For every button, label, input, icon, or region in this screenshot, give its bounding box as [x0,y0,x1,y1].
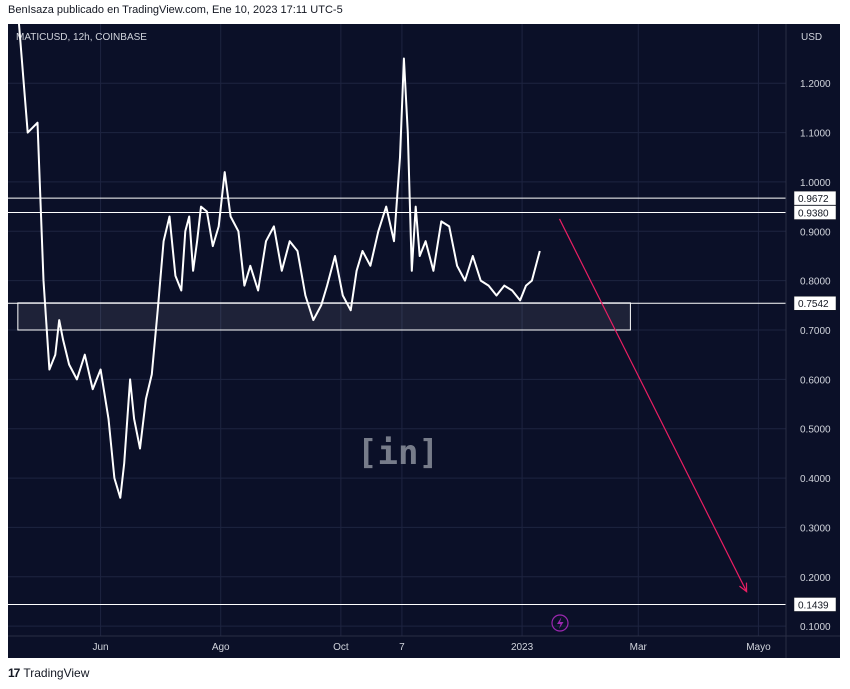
y-tick-label: 1.2000 [800,79,831,90]
footer: 17 TradingView [8,666,89,680]
support-zone-layer [17,302,631,331]
x-axis: Jun Ago Oct 7 2023 Mar Mayo [8,635,840,653]
level-price-tag [793,295,837,311]
y-tick-label: 0.3000 [800,523,831,534]
series-layer [17,24,541,499]
x-tick-label: 2023 [511,642,534,653]
y-tick-label: 1.1000 [800,129,831,140]
level-price-tag [793,597,837,612]
level-price-label: 0.9380 [798,209,829,220]
y-tick-label: 0.9000 [800,227,831,238]
y-tick-label: 0.7000 [800,326,831,337]
arrow-layer [558,218,748,593]
lightning-circle [551,614,569,632]
level-price-label: 0.7542 [798,299,829,310]
currency-label: USD [801,32,822,43]
level-price-label: 0.1439 [798,600,829,611]
y-tick-label: 0.5000 [800,425,831,436]
level-price-tag [793,190,837,206]
y-tick-label: 0.2000 [800,573,831,584]
lightning-icon[interactable] [551,614,569,632]
projection-arrow-line [558,218,748,592]
x-tick-label: Jun [93,642,109,653]
publisher-caption: BenIsaza publicado en TradingView.com, E… [8,4,343,16]
price-chart[interactable]: MATICUSD, 12h, COINBASE USD [in] 1.20001… [8,24,840,658]
x-tick-label: Mayo [746,642,771,653]
brand-name: TradingView [23,666,90,680]
level-price-tag [793,205,837,220]
price-series-line [17,24,541,499]
x-tick-label: Ago [212,642,230,653]
support-zone-box [17,302,631,331]
y-tick-label: 0.4000 [800,474,831,485]
lightning-bolt [557,617,564,629]
beincrypto-watermark: [in] [357,433,439,473]
x-tick-label: Mar [630,642,648,653]
y-axis: 1.2000 1.1000 1.0000 0.9000 0.8000 0.7000 0.60… [785,24,831,658]
y-tick-label: 1.0000 [800,178,831,189]
tradingview-logo-icon: 17 [8,666,20,680]
watermark-layer: [in] [357,433,439,473]
x-tick-label: 7 [399,642,405,653]
chart-area[interactable]: MATICUSD, 12h, COINBASE USD [in] 1.2000 1… [8,24,840,658]
level-price-label: 0.9672 [798,194,829,205]
level-layer [8,197,786,605]
projection-arrow-head [739,582,748,593]
y-tick-label: 0.6000 [800,375,831,386]
level-label-layer: 0.9672 0.9380 0.7542 0.1439 [793,190,837,612]
chart-title: MATICUSD, 12h, COINBASE [16,32,147,43]
x-tick-label: Oct [333,642,349,653]
y-tick-label: 0.8000 [800,277,831,288]
y-tick-label: 0.1000 [800,622,831,633]
